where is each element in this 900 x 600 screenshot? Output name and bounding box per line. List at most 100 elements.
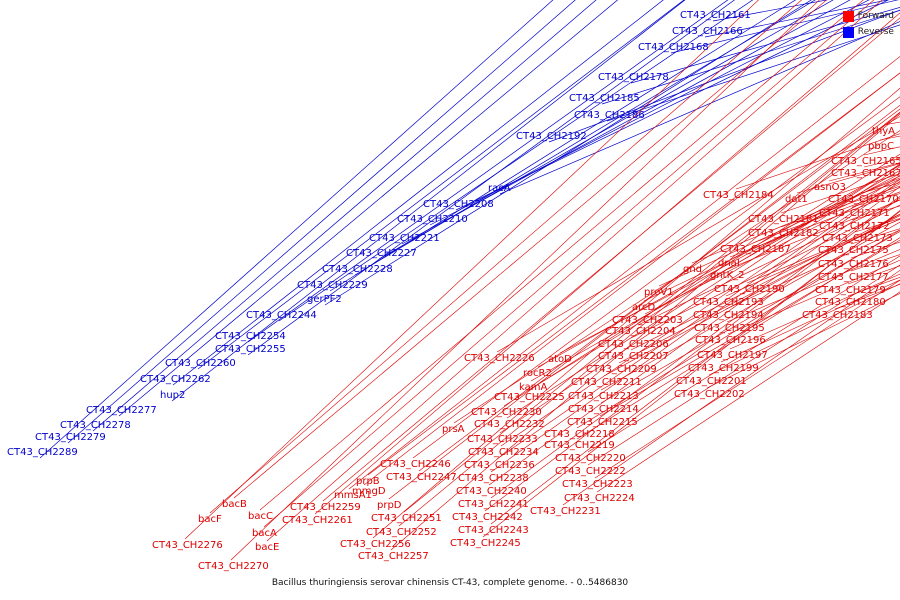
reverse-leader-line <box>630 7 900 84</box>
forward-gene-label: CT43_CH2252 <box>366 527 437 538</box>
forward-leader-line <box>643 178 900 302</box>
forward-gene-label: bacC <box>248 511 273 522</box>
forward-gene-label: CT43_CH2167 <box>831 168 900 179</box>
forward-gene-label: CT43_CH2184 <box>703 190 774 201</box>
forward-leader-line <box>506 163 900 419</box>
reverse-leader-line <box>92 0 597 432</box>
forward-leader-line <box>496 178 900 460</box>
forward-gene-label: CT43_CH2230 <box>471 407 542 418</box>
forward-gene-label: rocR2 <box>523 368 552 379</box>
reverse-gene-label: CT43_CH2166 <box>672 26 743 37</box>
forward-gene-label: CT43_CH2172 <box>819 221 890 232</box>
reverse-gene-label: CT43_CH2279 <box>35 432 106 443</box>
forward-gene-label: mmsA1 <box>334 490 372 501</box>
forward-leader-line <box>630 213 900 351</box>
forward-gene-label: CT43_CH2195 <box>694 323 765 334</box>
reverse-gene-label: CT43_CH2289 <box>7 447 78 458</box>
forward-leader-line <box>499 166 900 434</box>
forward-leader-line <box>482 210 900 538</box>
forward-leader-line <box>530 169 900 382</box>
forward-leader-line <box>600 231 900 404</box>
forward-gene-label: prpB <box>356 476 380 487</box>
forward-gene-label: prpD <box>377 500 402 511</box>
reverse-leader-line <box>670 0 899 54</box>
reverse-leader-line <box>278 0 754 322</box>
forward-gene-label: CT43_CH2176 <box>818 259 889 270</box>
forward-gene-label: CT43_CH2223 <box>562 479 633 490</box>
forward-leader-line <box>587 255 900 453</box>
forward-gene-label: CT43_CH2190 <box>714 284 785 295</box>
forward-leader-line <box>314 12 900 515</box>
forward-gene-label: CT43_CH2220 <box>555 453 626 464</box>
forward-leader-line <box>644 183 900 315</box>
reverse-gene-label: CT43_CH2262 <box>140 374 211 385</box>
forward-gene-label: thyA <box>872 126 895 137</box>
forward-gene-label: CT43_CH2214 <box>568 404 639 415</box>
legend-forward: Forward <box>842 8 894 24</box>
forward-gene-label: kamA <box>519 382 547 393</box>
reverse-gene-label: gerPF2 <box>307 294 342 305</box>
forward-gene-label: gnd <box>683 264 702 275</box>
forward-gene-label: CT43_CH2180 <box>815 297 886 308</box>
reverse-gene-label: CT43_CH2178 <box>598 72 669 83</box>
forward-gene-label: CT43_CH2181 <box>748 214 819 225</box>
forward-gene-label: CT43_CH2259 <box>290 502 361 513</box>
forward-gene-label: CT43_CH2243 <box>458 525 529 536</box>
forward-leader-line <box>596 291 900 493</box>
forward-leader-line <box>372 87 900 539</box>
forward-gene-label: CT43_CH2233 <box>467 434 538 445</box>
reverse-gene-label: CT43_CH2208 <box>423 199 494 210</box>
forward-gene-label: CT43_CH2204 <box>605 326 676 337</box>
forward-gene-label: CT43_CH2179 <box>815 285 886 296</box>
forward-gene-label: CT43_CH2175 <box>818 245 889 256</box>
reverse-gene-label: hup2 <box>160 390 185 401</box>
forward-leader-line <box>209 0 803 514</box>
forward-gene-label: CT43_CH2256 <box>340 539 411 550</box>
forward-leader-line <box>594 279 900 479</box>
forward-gene-label: CT43_CH2215 <box>567 417 638 428</box>
forward-gene-label: CT43_CH2171 <box>819 208 890 219</box>
forward-gene-label: CT43_CH2261 <box>282 515 353 526</box>
forward-leader-line <box>490 180 900 473</box>
forward-gene-label: CT43_CH2232 <box>474 419 545 430</box>
forward-leader-line <box>322 17 900 502</box>
reverse-leader-line <box>171 0 686 402</box>
forward-gene-label: CT43_CH2225 <box>494 392 565 403</box>
forward-gene-label: dat1 <box>785 194 808 205</box>
forward-gene-label: CT43_CH2209 <box>586 364 657 375</box>
forward-gene-label: CT43_CH2213 <box>568 391 639 402</box>
forward-gene-label: mmgD <box>352 486 386 497</box>
forward-leader-line <box>706 293 900 389</box>
forward-gene-label: CT43_CH2226 <box>464 353 535 364</box>
forward-gene-label: CT43_CH2203 <box>612 315 683 326</box>
forward-gene-label: CT43_CH2199 <box>688 363 759 374</box>
legend-reverse-label: Reverse <box>857 27 894 37</box>
forward-leader-line <box>576 229 900 429</box>
reverse-gene-label: CT43_CH2186 <box>574 110 645 121</box>
forward-gene-label: CT43_CH2251 <box>371 513 442 524</box>
forward-gene-label: bacF <box>198 514 222 525</box>
forward-leader-line <box>587 264 900 466</box>
reverse-leader-line <box>39 0 554 459</box>
forward-leader-line <box>496 116 900 353</box>
forward-gene-label: proV1 <box>644 287 674 298</box>
forward-gene-label: CT43_CH2240 <box>456 486 527 497</box>
forward-leader-line <box>403 111 900 513</box>
forward-leader-line <box>503 153 900 407</box>
reverse-leader-line <box>118 0 619 417</box>
forward-leader-line <box>562 269 900 506</box>
forward-gene-label: CT43_CH2234 <box>468 447 539 458</box>
forward-gene-label: CT43_CH2197 <box>697 350 768 361</box>
forward-leader-line <box>418 108 900 472</box>
forward-gene-label: CT43_CH2224 <box>564 493 635 504</box>
reverse-gene-label: CT43_CH2168 <box>638 42 709 53</box>
forward-leader-line <box>559 173 900 354</box>
forward-leader-line <box>618 215 900 364</box>
forward-gene-label: pbpC <box>868 141 894 152</box>
reverse-gene-label: racA <box>488 183 511 194</box>
reverse-leader-line <box>354 0 816 276</box>
reverse-leader-line <box>548 9 900 143</box>
forward-gene-label: CT43_CH2247 <box>386 472 457 483</box>
legend-forward-label: Forward <box>857 11 894 21</box>
